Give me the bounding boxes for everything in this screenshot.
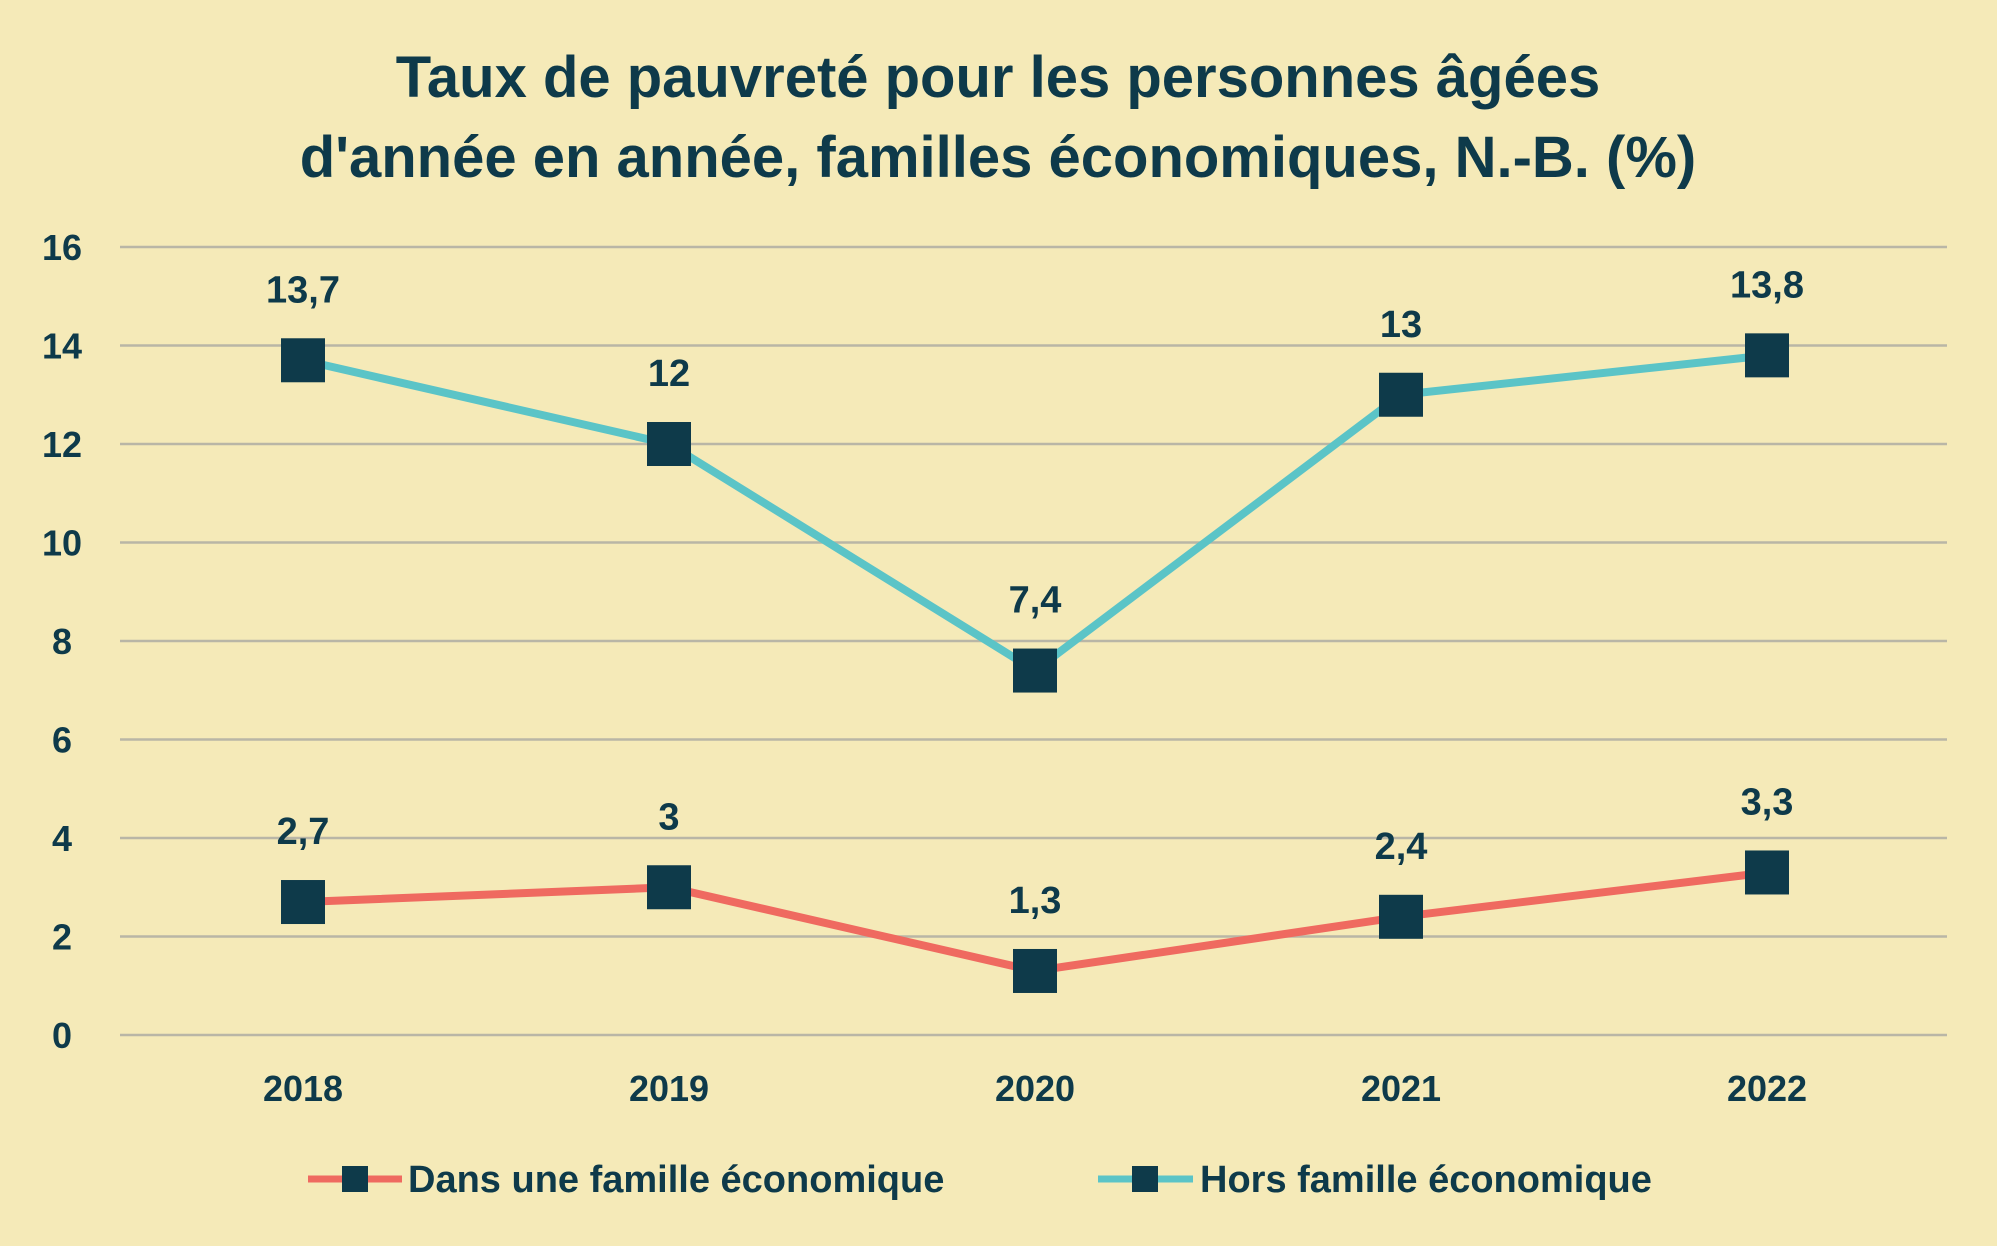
data-label: 12 [648, 353, 690, 395]
series-2: 13,7 12 7,4 13 13,8 [266, 264, 1804, 693]
x-tick-label: 2021 [1361, 1068, 1441, 1109]
legend-marker [1132, 1166, 1158, 1192]
legend-marker [342, 1166, 368, 1192]
data-point-marker [1379, 894, 1423, 939]
x-tick-label: 2022 [1727, 1068, 1807, 1109]
legend-label: Dans une famille économique [408, 1159, 944, 1201]
legend-item-1: Dans une famille économique [308, 1159, 944, 1201]
y-tick-label: 0 [52, 1015, 72, 1056]
data-label: 13 [1380, 304, 1422, 346]
y-tick-label: 4 [52, 818, 72, 859]
chart-title-line-1: Taux de pauvreté pour les personnes âgée… [396, 45, 1600, 110]
data-label: 3 [658, 796, 679, 838]
data-point-marker [1745, 850, 1789, 895]
data-point-marker [281, 338, 325, 383]
chart-title-line-2: d'année en année, familles économiques, … [300, 125, 1696, 190]
legend-label: Hors famille économique [1200, 1159, 1652, 1201]
data-point-marker [1013, 648, 1057, 693]
legend: Dans une famille économique Hors famille … [308, 1159, 1652, 1201]
data-point-marker [1745, 333, 1789, 378]
x-axis-ticks: 2018 2019 2020 2021 2022 [263, 1068, 1807, 1109]
y-tick-label: 2 [52, 917, 72, 958]
y-tick-label: 10 [42, 523, 82, 564]
y-axis-ticks: 0 2 4 6 8 10 12 14 16 [42, 227, 82, 1056]
data-label: 7,4 [1009, 580, 1062, 622]
series-1: 2,7 3 1,3 2,4 3,3 [277, 781, 1794, 993]
x-tick-label: 2020 [995, 1068, 1075, 1109]
chart-title: Taux de pauvreté pour les personnes âgée… [300, 45, 1696, 190]
y-tick-label: 16 [42, 227, 82, 268]
data-point-marker [1379, 372, 1423, 417]
y-tick-label: 12 [42, 424, 82, 465]
data-label: 2,7 [277, 811, 330, 853]
legend-item-2: Hors famille économique [1098, 1159, 1652, 1201]
data-point-marker [647, 422, 691, 466]
data-label: 3,3 [1741, 781, 1794, 823]
data-label: 1,3 [1009, 880, 1062, 922]
x-tick-label: 2019 [629, 1068, 709, 1109]
data-point-marker [647, 865, 691, 910]
gridlines [120, 245, 1947, 1037]
data-label: 13,8 [1730, 264, 1804, 306]
series-layer: 2,7 3 1,3 2,4 3,3 13,7 12 7,4 13 13,8 [266, 264, 1804, 993]
data-label: 2,4 [1375, 826, 1428, 868]
x-tick-label: 2018 [263, 1068, 343, 1109]
y-tick-label: 14 [42, 326, 82, 367]
data-point-marker [1013, 948, 1057, 993]
y-tick-label: 8 [52, 621, 72, 662]
series-line [302, 351, 1768, 675]
data-label: 13,7 [266, 269, 340, 311]
data-point-marker [281, 880, 325, 925]
y-tick-label: 6 [52, 720, 72, 761]
